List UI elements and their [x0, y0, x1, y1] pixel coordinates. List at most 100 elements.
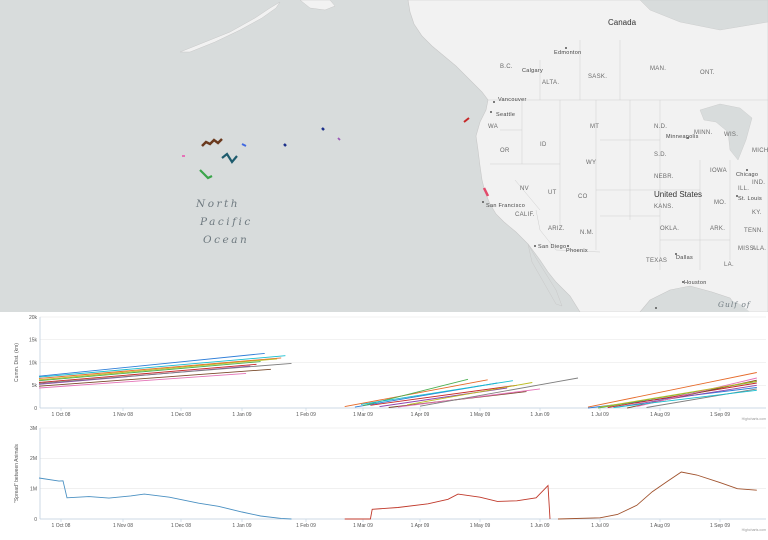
city-label-vancouver: Vancouver [498, 97, 527, 103]
state-label: KANS. [654, 204, 674, 210]
city-label-calgary: Calgary [522, 68, 544, 74]
series-line[interactable] [38, 352, 265, 377]
x-tick-label: 1 Nov 08 [113, 412, 133, 418]
state-label: TENN. [744, 228, 764, 234]
state-label: WA [488, 124, 499, 130]
state-label: ONT. [700, 70, 715, 76]
y-tick-label: 1M [30, 486, 37, 492]
track-navy-2 [321, 127, 325, 131]
series-line[interactable] [587, 372, 757, 408]
series-line[interactable] [617, 384, 757, 408]
series-line[interactable] [557, 471, 757, 520]
state-label: ARIZ. [548, 226, 565, 232]
y-tick-label: 2M [30, 456, 37, 462]
x-tick-label: 1 Jan 09 [232, 523, 251, 529]
x-tick-label: 1 Sep 09 [710, 523, 730, 529]
x-tick-label: 1 Mar 09 [353, 523, 373, 529]
x-tick-label: 1 Dec 08 [171, 523, 191, 529]
state-label: ALTA. [542, 80, 560, 86]
series-line[interactable] [38, 355, 286, 378]
x-tick-label: 1 Apr 09 [411, 523, 430, 529]
state-label: NV [520, 186, 529, 192]
x-tick-label: 1 May 09 [470, 412, 491, 418]
state-label: WIS. [724, 132, 739, 138]
country-label-canada: Canada [608, 18, 637, 27]
state-label: ID [540, 142, 547, 148]
series-line[interactable] [38, 477, 292, 520]
series-line[interactable] [38, 363, 257, 383]
y-tick-label: 15k [29, 338, 38, 344]
x-tick-label: 1 Jul 09 [591, 523, 609, 529]
x-tick-label: 1 Feb 09 [296, 523, 316, 529]
series-line[interactable] [38, 368, 271, 387]
y-tick-label: 20k [29, 315, 38, 321]
map-panel[interactable]: Canada United States North Pacific Ocean… [0, 0, 768, 312]
city-label-minneapolis: Minneapolis [666, 134, 699, 140]
x-tick-label: 1 Aug 09 [650, 523, 670, 529]
gulf-label: Gulf of [718, 300, 751, 309]
y-tick-label: 0 [34, 517, 37, 523]
series-line[interactable] [38, 357, 282, 379]
x-tick-label: 1 Jun 09 [530, 523, 549, 529]
state-label: MISS. [738, 246, 756, 252]
series-line[interactable] [397, 388, 541, 408]
x-tick-label: 1 Aug 09 [650, 412, 670, 418]
state-label: LA. [724, 262, 734, 268]
alaska-landmass [299, 0, 336, 11]
spread-plot: 0 1M 2M 3M "Spread" between Animals 1 Oct 08 1… [14, 426, 766, 532]
state-label: KY. [752, 210, 762, 216]
x-tick-label: 1 Jun 09 [530, 412, 549, 418]
x-tick-label: 1 Feb 09 [296, 412, 316, 418]
track-brown [201, 138, 223, 147]
x-tick-label: 1 Jul 09 [591, 412, 609, 418]
series-line[interactable] [344, 379, 488, 408]
track-purple [337, 137, 341, 141]
track-blue-1 [241, 143, 247, 147]
y-axis-label: Cumm. Dist. (km) [14, 343, 20, 382]
series-line[interactable] [344, 484, 551, 520]
city-markers [482, 47, 748, 309]
cumulative-distance-plot: 0 5k 10k 15k 20k Cumm. Dist. (km) 1 Oct 08 1 No… [14, 315, 766, 421]
state-label: N.M. [580, 230, 594, 236]
series-line[interactable] [646, 388, 757, 408]
series-line[interactable] [407, 382, 533, 406]
state-label: CO [578, 194, 588, 200]
aleutian-islands [179, 1, 281, 53]
y-tick-label: 3M [30, 426, 37, 432]
state-label: N.D. [654, 124, 668, 130]
country-label-usa: United States [654, 190, 703, 199]
series-line[interactable] [38, 361, 261, 382]
x-tick-label: 1 Oct 08 [52, 412, 71, 418]
series-line[interactable] [38, 358, 278, 381]
spread-chart[interactable]: 0 1M 2M 3M "Spread" between Animals 1 Oct 08 1… [0, 426, 768, 540]
cumulative-distance-chart[interactable]: 0 5k 10k 15k 20k Cumm. Dist. (km) 1 Oct 08 1 No… [0, 313, 768, 426]
state-label: WY [586, 160, 597, 166]
series-line[interactable] [370, 384, 517, 406]
x-tick-label: 1 Oct 08 [52, 523, 71, 529]
gulf-of-mexico [650, 288, 750, 312]
ocean-label-line3: Ocean [203, 234, 250, 246]
state-label: CALIF. [515, 212, 535, 218]
series-line[interactable] [607, 382, 757, 408]
series-line[interactable] [38, 362, 292, 384]
series-line[interactable] [38, 372, 247, 389]
chart-credit[interactable]: Highcharts.com [742, 528, 766, 532]
series-line[interactable] [599, 380, 757, 408]
basemap [179, 0, 768, 312]
series-line[interactable] [613, 389, 757, 408]
animal-tracks [182, 117, 490, 197]
track-navy [283, 143, 287, 147]
chart-credit[interactable]: Highcharts.com [742, 417, 766, 421]
city-label-st-louis: St. Louis [738, 196, 763, 202]
state-label: ALA. [752, 246, 767, 252]
state-label: SASK. [588, 74, 608, 80]
series-line[interactable] [636, 377, 757, 408]
series-line[interactable] [419, 377, 579, 407]
track-red-1 [463, 117, 470, 123]
great-lakes [699, 103, 753, 161]
north-america-landmass [407, 0, 768, 312]
state-label: UT [548, 190, 557, 196]
city-label-chicago: Chicago [736, 172, 759, 178]
series-line[interactable] [360, 380, 513, 405]
state-label: NEBR. [654, 174, 674, 180]
